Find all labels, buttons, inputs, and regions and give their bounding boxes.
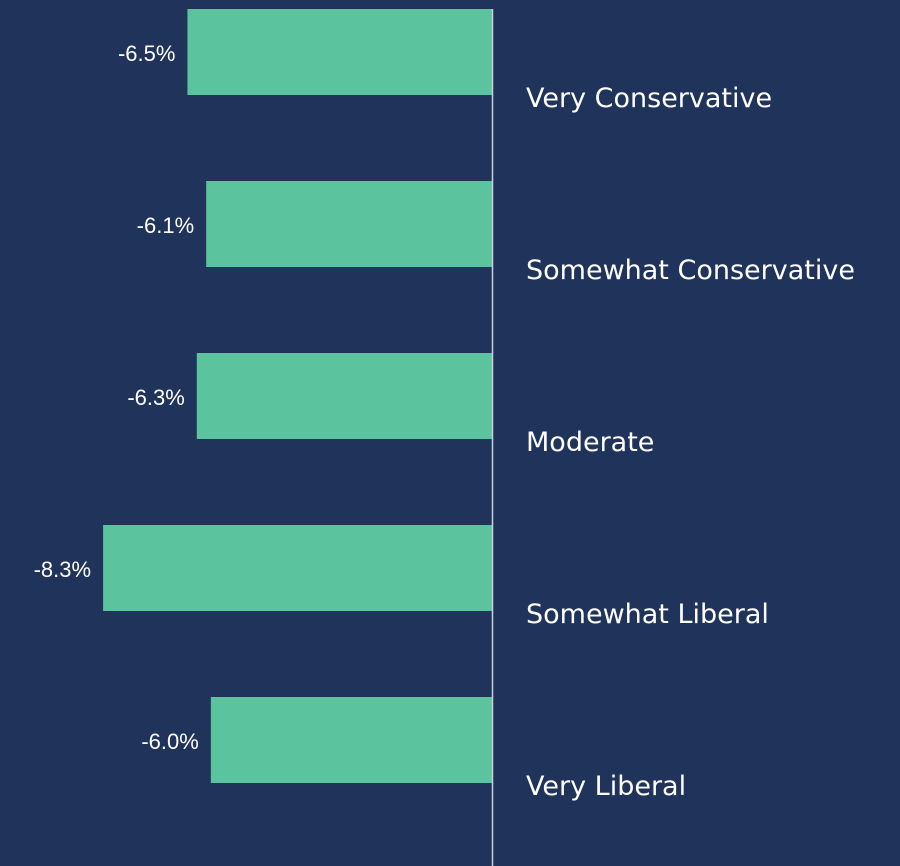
category-label-very-conservative: Very Conservative <box>526 83 772 114</box>
bar-somewhat-liberal <box>103 525 492 611</box>
value-label-somewhat-liberal: -8.3% <box>34 557 91 582</box>
value-label-somewhat-conservative: -6.1% <box>137 213 194 238</box>
bar-somewhat-conservative <box>206 181 492 267</box>
value-label-very-conservative: -6.5% <box>118 41 175 66</box>
bar-very-liberal <box>210 697 492 783</box>
value-label-moderate: -6.3% <box>127 385 184 410</box>
category-label-moderate: Moderate <box>526 427 654 458</box>
category-labels: Very Conservative Somewhat Conservative Mo… <box>526 83 855 802</box>
bar-moderate <box>196 353 493 439</box>
category-label-somewhat-liberal: Somewhat Liberal <box>526 599 769 630</box>
category-label-very-liberal: Very Liberal <box>526 771 686 802</box>
bar-very-conservative <box>187 9 492 95</box>
value-label-very-liberal: -6.0% <box>141 729 198 754</box>
category-label-somewhat-conservative: Somewhat Conservative <box>526 255 855 286</box>
value-labels: -6.5% -6.1% -6.3% -8.3% -6.0% <box>34 41 199 754</box>
bars <box>103 9 493 783</box>
